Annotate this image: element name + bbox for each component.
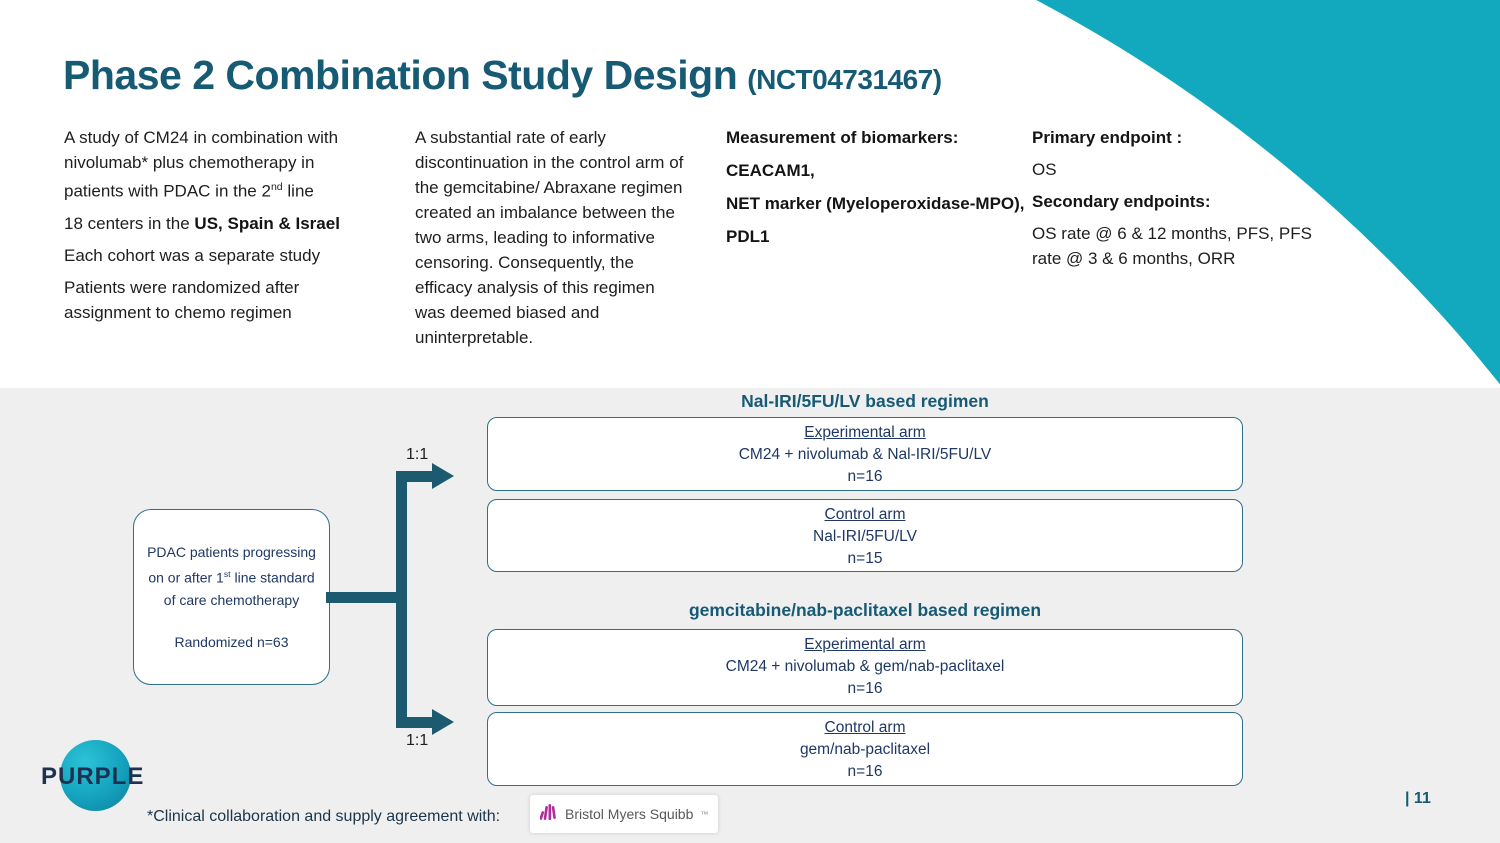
secondary-endpoints-value: OS rate @ 6 & 12 months, PFS, PFS rate @… <box>1032 224 1312 268</box>
arm-regimen: CM24 + nivolumab & Nal-IRI/5FU/LV <box>738 446 992 463</box>
bms-logo: Bristol Myers Squibb ™ <box>530 795 719 833</box>
primary-endpoint-label: Primary endpoint : <box>1032 128 1183 147</box>
arm-regimen: CM24 + nivolumab & gem/nab-paclitaxel <box>725 658 1005 675</box>
endpoints-column: Primary endpoint : OS Secondary endpoint… <box>1032 125 1317 278</box>
group2-regimen-heading: gemcitabine/nab-paclitaxel based regimen <box>688 600 1042 620</box>
group1-control-arm-box: Control arm Nal-IRI/5FU/LV n=15 <box>487 499 1243 572</box>
study-description-p1-tail: line <box>282 181 314 201</box>
study-cohort-line: Each cohort was a separate study <box>64 245 321 265</box>
top-arrow-icon <box>432 463 454 489</box>
connector-bottom-arrow-stem <box>396 717 434 728</box>
connector-top-arrow-stem <box>396 471 434 482</box>
patient-population-superscript: st <box>223 569 231 580</box>
patient-population-text-lead: PDAC patients progressing on or after 1 <box>147 544 316 586</box>
arm-title: Control arm <box>824 506 906 523</box>
group1-experimental-arm-box: Experimental arm CM24 + nivolumab & Nal-… <box>487 417 1243 491</box>
bms-trademark-symbol: ™ <box>700 809 709 819</box>
study-description-p1-superscript: nd <box>270 181 283 193</box>
biomarkers-heading: Measurement of biomarkers: <box>726 128 959 147</box>
study-description-p1-text: A study of CM24 in combination with nivo… <box>64 128 339 201</box>
group2-experimental-arm-box: Experimental arm CM24 + nivolumab & gem/… <box>487 629 1243 706</box>
arm-title: Experimental arm <box>804 424 926 441</box>
connector-vertical-line <box>396 471 407 728</box>
study-randomization-line: Patients were randomized after assignmen… <box>64 277 300 322</box>
study-centers-locations: US, Spain & Israel <box>194 213 340 233</box>
censoring-note-paragraph: A substantial rate of early discontinuat… <box>415 128 684 347</box>
biomarker-item-pdl1: PDL1 <box>726 227 770 246</box>
bottom-arrow-icon <box>432 709 454 735</box>
bms-logo-text: Bristol Myers Squibb <box>565 806 694 822</box>
secondary-endpoints-label: Secondary endpoints: <box>1032 192 1211 211</box>
purple-biotech-logo-circle <box>60 740 131 811</box>
arm-title: Experimental arm <box>804 636 926 653</box>
study-centers-line: 18 centers in the US, Spain & Israel <box>64 211 364 236</box>
page-title-nct-number: (NCT04731467) <box>747 64 942 95</box>
censoring-note-column: A substantial rate of early discontinuat… <box>415 125 687 357</box>
arm-n: n=16 <box>847 680 883 697</box>
page-title: Phase 2 Combination Study Design (NCT0473… <box>63 52 942 99</box>
arm-n: n=15 <box>847 550 883 567</box>
purple-biotech-logo-wordmark: PURPLE <box>41 763 145 790</box>
collaboration-note: *Clinical collaboration and supply agree… <box>147 808 501 825</box>
arm-n: n=16 <box>847 468 883 485</box>
study-description-column: A study of CM24 in combination with nivo… <box>64 125 364 332</box>
arm-regimen: Nal-IRI/5FU/LV <box>813 528 917 545</box>
arm-regimen: gem/nab-paclitaxel <box>799 741 931 758</box>
randomization-ratio-bottom: 1:1 <box>406 732 429 749</box>
group2-control-arm-box: Control arm gem/nab-paclitaxel n=16 <box>487 712 1243 786</box>
connector-horizontal-stub <box>326 592 406 603</box>
biomarkers-column: Measurement of biomarkers: CEACAM1, NET … <box>726 125 1036 257</box>
biomarker-item-ceacam1: CEACAM1, <box>726 161 815 180</box>
study-centers-lead: 18 centers in the <box>64 213 195 233</box>
study-description-p1: A study of CM24 in combination with nivo… <box>64 125 364 204</box>
bms-hand-icon <box>540 804 556 820</box>
randomization-ratio-top: 1:1 <box>406 446 429 463</box>
arm-title: Control arm <box>824 719 906 736</box>
group1-regimen-heading: Nal-IRI/5FU/LV based regimen <box>741 391 989 411</box>
page-title-main: Phase 2 Combination Study Design <box>63 52 738 98</box>
biomarker-item-net-marker: NET marker (Myeloperoxidase-MPO), <box>726 194 1025 213</box>
randomized-count: Randomized n=63 <box>174 633 289 650</box>
patient-population-text: PDAC patients progressing on or after 1s… <box>144 541 319 611</box>
primary-endpoint-value: OS <box>1032 160 1057 179</box>
patient-population-text-tail: line standard of care chemotherapy <box>163 569 315 608</box>
arm-n: n=16 <box>847 763 883 780</box>
patient-population-box: PDAC patients progressing on or after 1s… <box>133 509 330 685</box>
page-number: | 11 <box>1405 790 1431 807</box>
